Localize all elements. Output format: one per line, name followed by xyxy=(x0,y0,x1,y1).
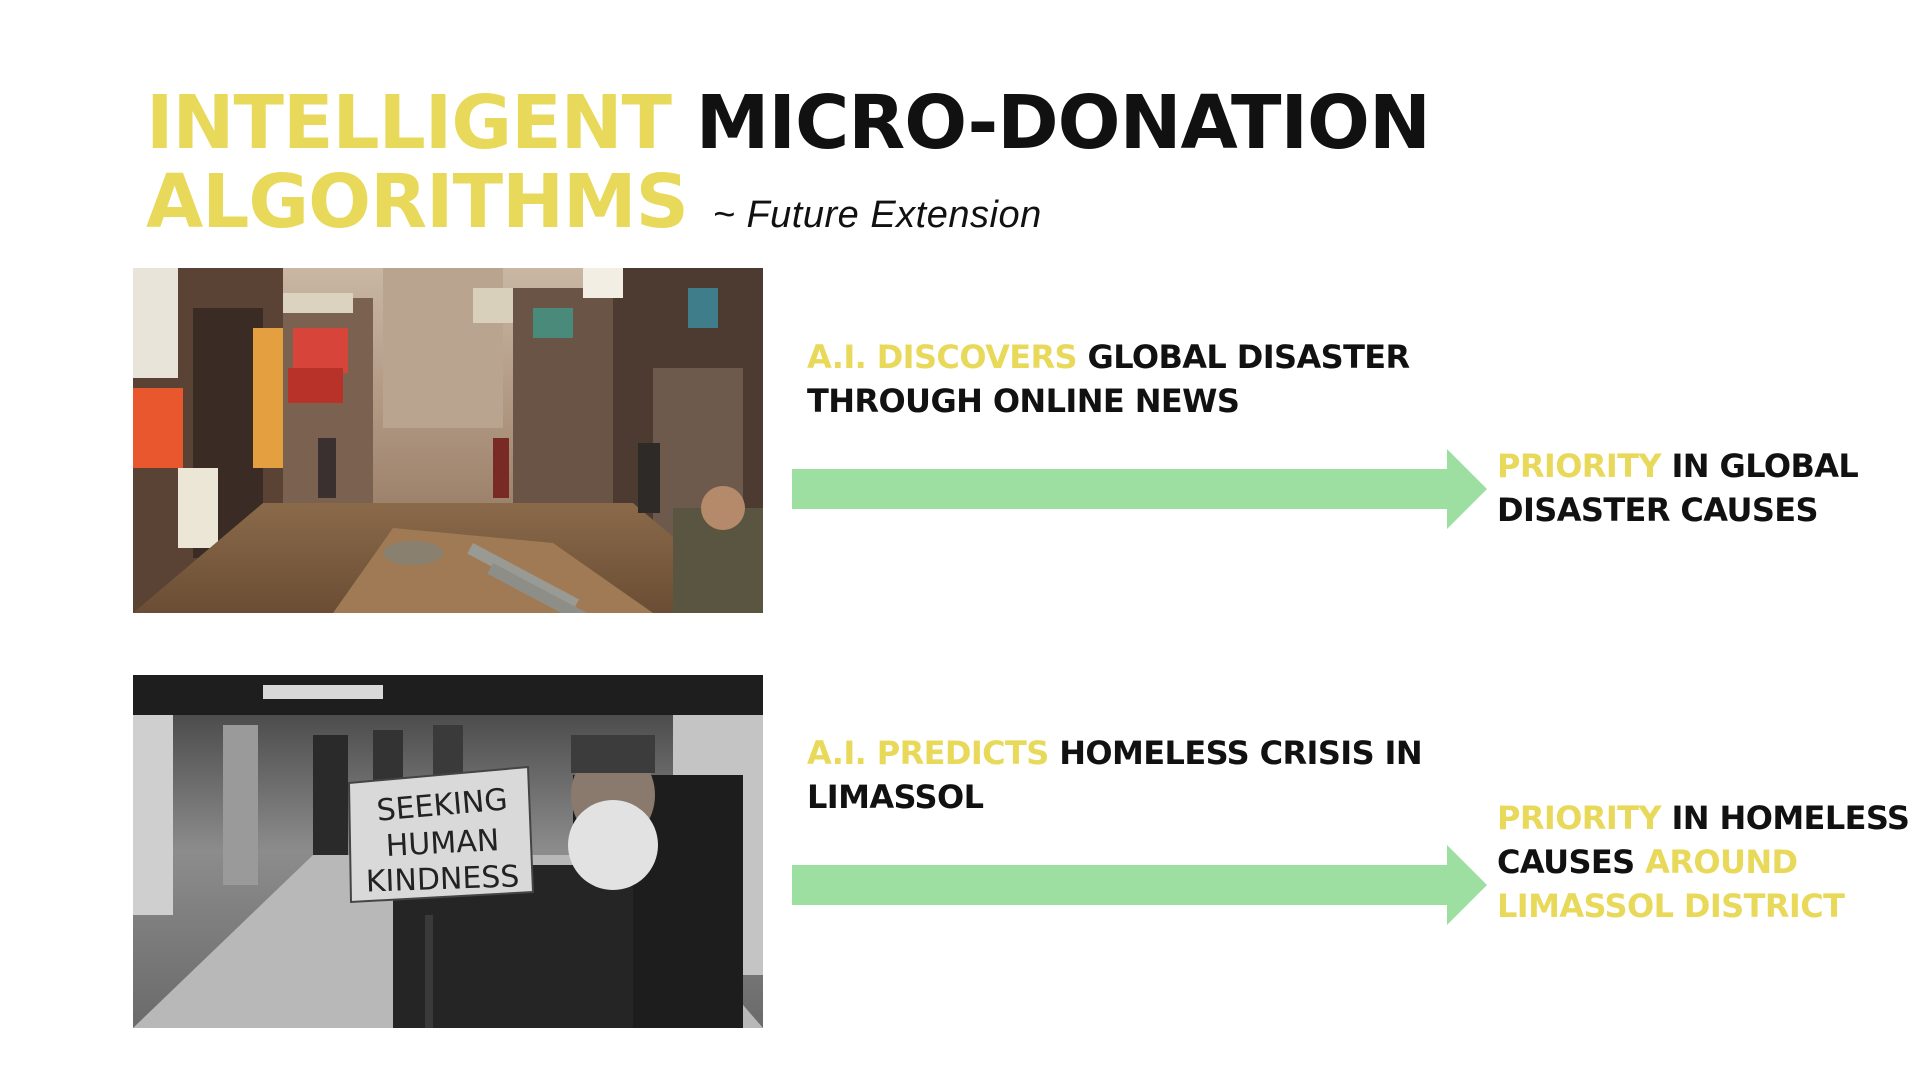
homeless-causes-text: IN HOMELESS CAUSES xyxy=(1497,799,1910,881)
homeless-man-photo: SEEKING HUMAN KINDNESS xyxy=(133,675,763,1028)
ai-discovers-description: A.I. DISCOVERS GLOBAL DISASTER THROUGH O… xyxy=(807,335,1457,423)
title-highlight-intelligent: INTELLIGENT xyxy=(146,80,672,166)
sign-text-human: HUMAN xyxy=(385,823,500,864)
sign-text-kindness: KINDNESS xyxy=(365,859,520,899)
title-micro-donation: MICRO-DONATION xyxy=(695,80,1431,166)
global-disaster-priority: PRIORITY IN GLOBAL DISASTER CAUSES xyxy=(1497,444,1912,532)
slide-subtitle: ~ Future Extension xyxy=(712,194,1042,236)
ai-predicts-description: A.I. PREDICTS HOMELESS CRISIS IN LIMASSO… xyxy=(807,731,1457,819)
slide-title-line1: INTELLIGENT MICRO-DONATION xyxy=(146,86,1431,160)
ai-discovers-text: GLOBAL DISASTER THROUGH ONLINE NEWS xyxy=(807,338,1410,420)
priority-highlight: PRIORITY xyxy=(1497,799,1662,837)
around-limassol-highlight: AROUND LIMASSOL DISTRICT xyxy=(1497,843,1845,925)
title-highlight-algorithms: ALGORITHMS xyxy=(146,159,689,245)
priority-highlight: PRIORITY xyxy=(1497,447,1662,485)
ai-predicts-text: HOMELESS CRISIS IN LIMASSOL xyxy=(807,734,1423,816)
slide-title-line2: ALGORITHMS ~ Future Extension xyxy=(146,165,1042,239)
right-arrow-icon xyxy=(792,449,1487,529)
ai-discovers-highlight: A.I. DISCOVERS xyxy=(807,338,1078,376)
ai-predicts-highlight: A.I. PREDICTS xyxy=(807,734,1049,772)
street-disaster-photo xyxy=(133,268,763,613)
right-arrow-icon xyxy=(792,845,1487,925)
global-disaster-causes-text: IN GLOBAL DISASTER CAUSES xyxy=(1497,447,1859,529)
homeless-priority: PRIORITY IN HOMELESS CAUSES AROUND LIMAS… xyxy=(1497,796,1912,928)
